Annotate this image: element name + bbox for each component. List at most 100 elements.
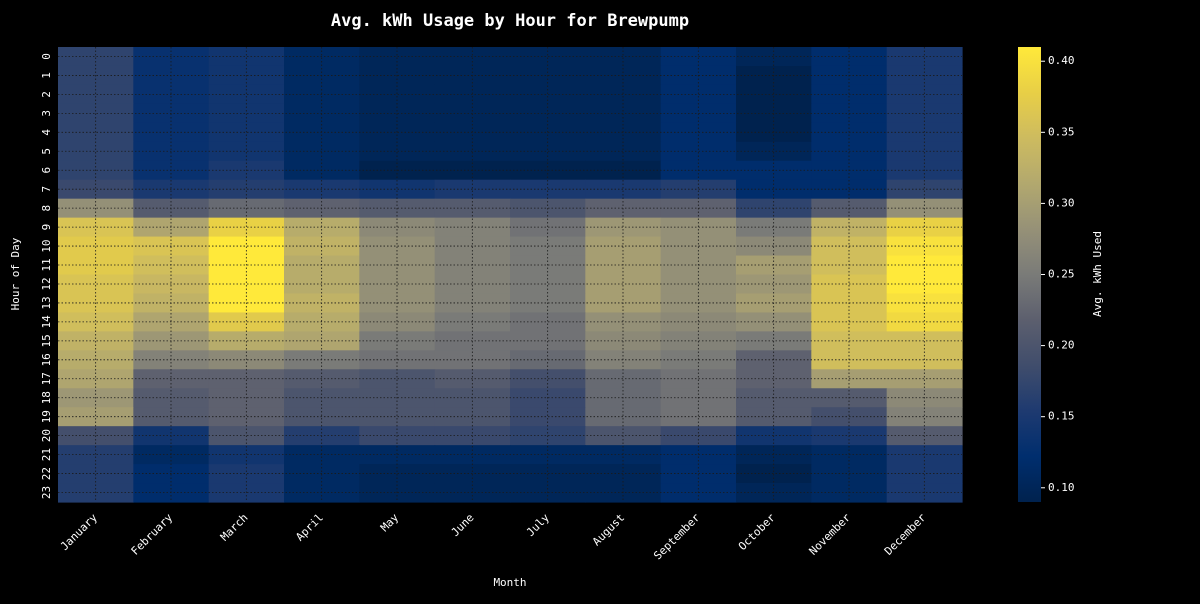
colorbar-tick-label: 0.30 bbox=[1048, 196, 1075, 209]
heatmap-cell bbox=[585, 369, 662, 389]
heatmap-cell bbox=[359, 350, 436, 370]
heatmap-cell bbox=[736, 407, 812, 427]
heatmap-cell bbox=[58, 274, 134, 295]
heatmap-cell bbox=[585, 47, 662, 67]
x-tick-label: March bbox=[218, 511, 251, 544]
heatmap-cell bbox=[736, 122, 812, 143]
heatmap-cell bbox=[434, 236, 511, 257]
heatmap-cell bbox=[208, 141, 285, 162]
y-tick-label: 14 bbox=[40, 315, 53, 329]
x-tick-label: September bbox=[651, 511, 703, 563]
heatmap-cell bbox=[434, 312, 511, 332]
heatmap-cell bbox=[58, 47, 134, 67]
heatmap-cell bbox=[359, 407, 436, 427]
heatmap-cell bbox=[359, 179, 436, 200]
heatmap-cell bbox=[510, 407, 586, 427]
heatmap-cell bbox=[510, 84, 586, 105]
y-tick-label: 15 bbox=[40, 334, 53, 347]
heatmap-cell bbox=[359, 312, 436, 332]
heatmap-cell bbox=[886, 141, 963, 162]
heatmap-cell bbox=[585, 217, 662, 238]
heatmap-cell bbox=[434, 407, 511, 427]
heatmap-cell bbox=[736, 84, 812, 105]
heatmap-cell bbox=[886, 369, 963, 389]
x-tick-label: July bbox=[524, 511, 552, 539]
heatmap-cell bbox=[886, 47, 963, 67]
heatmap-cell bbox=[58, 407, 134, 427]
y-tick-label: 23 bbox=[40, 486, 53, 499]
heatmap-cell bbox=[359, 217, 436, 238]
heatmap-cell bbox=[208, 464, 285, 484]
y-tick-label: 2 bbox=[40, 91, 53, 98]
heatmap-cell bbox=[585, 445, 662, 465]
heatmap-grid bbox=[58, 47, 962, 502]
heatmap-cell bbox=[736, 312, 812, 332]
heatmap-cell bbox=[434, 274, 511, 295]
heatmap-cell bbox=[510, 217, 586, 238]
heatmap-cell bbox=[886, 84, 963, 105]
heatmap-cell bbox=[208, 369, 285, 389]
colorbar bbox=[1018, 47, 1041, 502]
heatmap-cell bbox=[510, 369, 586, 389]
y-tick-label: 12 bbox=[40, 277, 53, 290]
heatmap-cell bbox=[434, 122, 511, 143]
colorbar-tick-label: 0.35 bbox=[1048, 125, 1075, 138]
colorbar-ticks: 0.10 0.15 0.20 0.25 0.30 0.35 0.40 bbox=[1041, 54, 1075, 494]
x-axis-label: Month bbox=[493, 576, 526, 589]
heatmap-cell bbox=[58, 445, 134, 465]
heatmap-cell bbox=[510, 141, 586, 162]
heatmap-cell bbox=[585, 122, 662, 143]
heatmap-cell bbox=[208, 312, 285, 332]
y-tick-label: 11 bbox=[40, 258, 53, 271]
heatmap-cell bbox=[58, 84, 134, 105]
heatmap-cell bbox=[208, 236, 285, 257]
x-tick-label: January bbox=[58, 511, 100, 553]
heatmap-cell bbox=[736, 369, 812, 389]
heatmap-cells bbox=[58, 47, 963, 503]
heatmap-cell bbox=[585, 312, 662, 332]
y-tick-label: 19 bbox=[40, 410, 53, 423]
y-tick-label: 8 bbox=[40, 205, 53, 212]
heatmap-cell bbox=[510, 236, 586, 257]
heatmap-cell bbox=[585, 350, 662, 370]
heatmap-cell bbox=[58, 369, 134, 389]
y-tick-label: 20 bbox=[40, 429, 53, 442]
heatmap-cell bbox=[736, 445, 812, 465]
heatmap-cell bbox=[434, 369, 511, 389]
heatmap-cell bbox=[434, 217, 511, 238]
heatmap-cell bbox=[434, 445, 511, 465]
heatmap-cell bbox=[58, 236, 134, 257]
heatmap-cell bbox=[585, 236, 662, 257]
y-tick-label: 21 bbox=[40, 448, 53, 461]
y-tick-label: 3 bbox=[40, 110, 53, 117]
heatmap-cell bbox=[510, 47, 586, 67]
heatmap-cell bbox=[208, 274, 285, 295]
x-tick-label: June bbox=[449, 511, 477, 539]
heatmap-cell bbox=[359, 236, 436, 257]
y-tick-label: 10 bbox=[40, 239, 53, 252]
heatmap-cell bbox=[58, 179, 134, 200]
heatmap-cell bbox=[736, 179, 812, 200]
heatmap-cell bbox=[886, 217, 963, 238]
heatmap-cell bbox=[736, 141, 812, 162]
x-tick-label: August bbox=[590, 511, 627, 548]
heatmap-cell bbox=[886, 312, 963, 332]
y-tick-label: 7 bbox=[40, 186, 53, 193]
heatmap-cell bbox=[585, 179, 662, 200]
y-axis-label: Hour of Day bbox=[9, 237, 22, 310]
heatmap-cell bbox=[208, 407, 285, 427]
heatmap-cell bbox=[208, 47, 285, 67]
heatmap-cell bbox=[359, 464, 436, 484]
heatmap-cell bbox=[208, 179, 285, 200]
heatmap-cell bbox=[434, 47, 511, 67]
heatmap-cell bbox=[585, 464, 662, 484]
heatmap-cell bbox=[359, 122, 436, 143]
heatmap-cell bbox=[510, 350, 586, 370]
heatmap-cell bbox=[58, 141, 134, 162]
heatmap-cell bbox=[208, 84, 285, 105]
heatmap-cell bbox=[434, 84, 511, 105]
colorbar-tick-label: 0.10 bbox=[1048, 481, 1075, 494]
heatmap-cell bbox=[886, 407, 963, 427]
